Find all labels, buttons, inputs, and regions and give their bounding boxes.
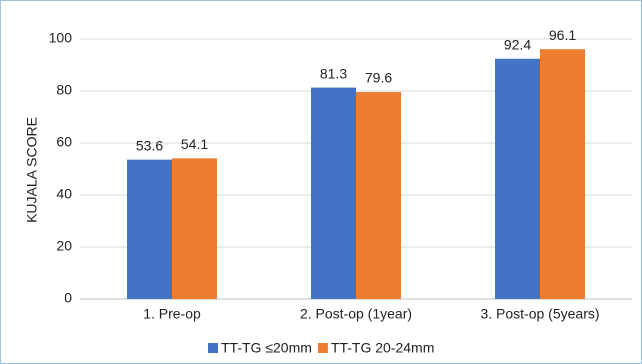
y-tick-label: 40	[56, 186, 72, 202]
y-tick-label: 20	[56, 238, 72, 254]
y-tick-label: 60	[56, 134, 72, 150]
y-tick-label: 0	[64, 290, 72, 306]
legend-label: TT-TG 20-24mm	[331, 340, 434, 356]
value-label: 96.1	[549, 27, 576, 43]
bar	[540, 49, 585, 299]
value-label: 81.3	[320, 65, 347, 81]
y-tick-label: 100	[49, 30, 73, 46]
bar	[127, 159, 172, 299]
bar	[311, 87, 356, 300]
bar	[356, 92, 401, 299]
bar	[495, 58, 540, 300]
x-tick-label: 2. Post-op (1year)	[300, 306, 412, 322]
x-tick-label: 1. Pre-op	[143, 306, 201, 322]
bar	[172, 158, 217, 299]
legend-swatch	[208, 343, 218, 353]
value-label: 92.4	[504, 36, 531, 52]
y-axis-label: KUJALA SCORE	[24, 117, 40, 223]
x-tick-label: 3. Post-op (5years)	[480, 306, 599, 322]
y-tick-label: 80	[56, 82, 72, 98]
value-label: 79.6	[365, 70, 392, 86]
value-label: 53.6	[136, 137, 163, 153]
legend-label: TT-TG ≤20mm	[221, 340, 312, 356]
value-label: 54.1	[181, 136, 208, 152]
legend-swatch	[317, 343, 328, 353]
